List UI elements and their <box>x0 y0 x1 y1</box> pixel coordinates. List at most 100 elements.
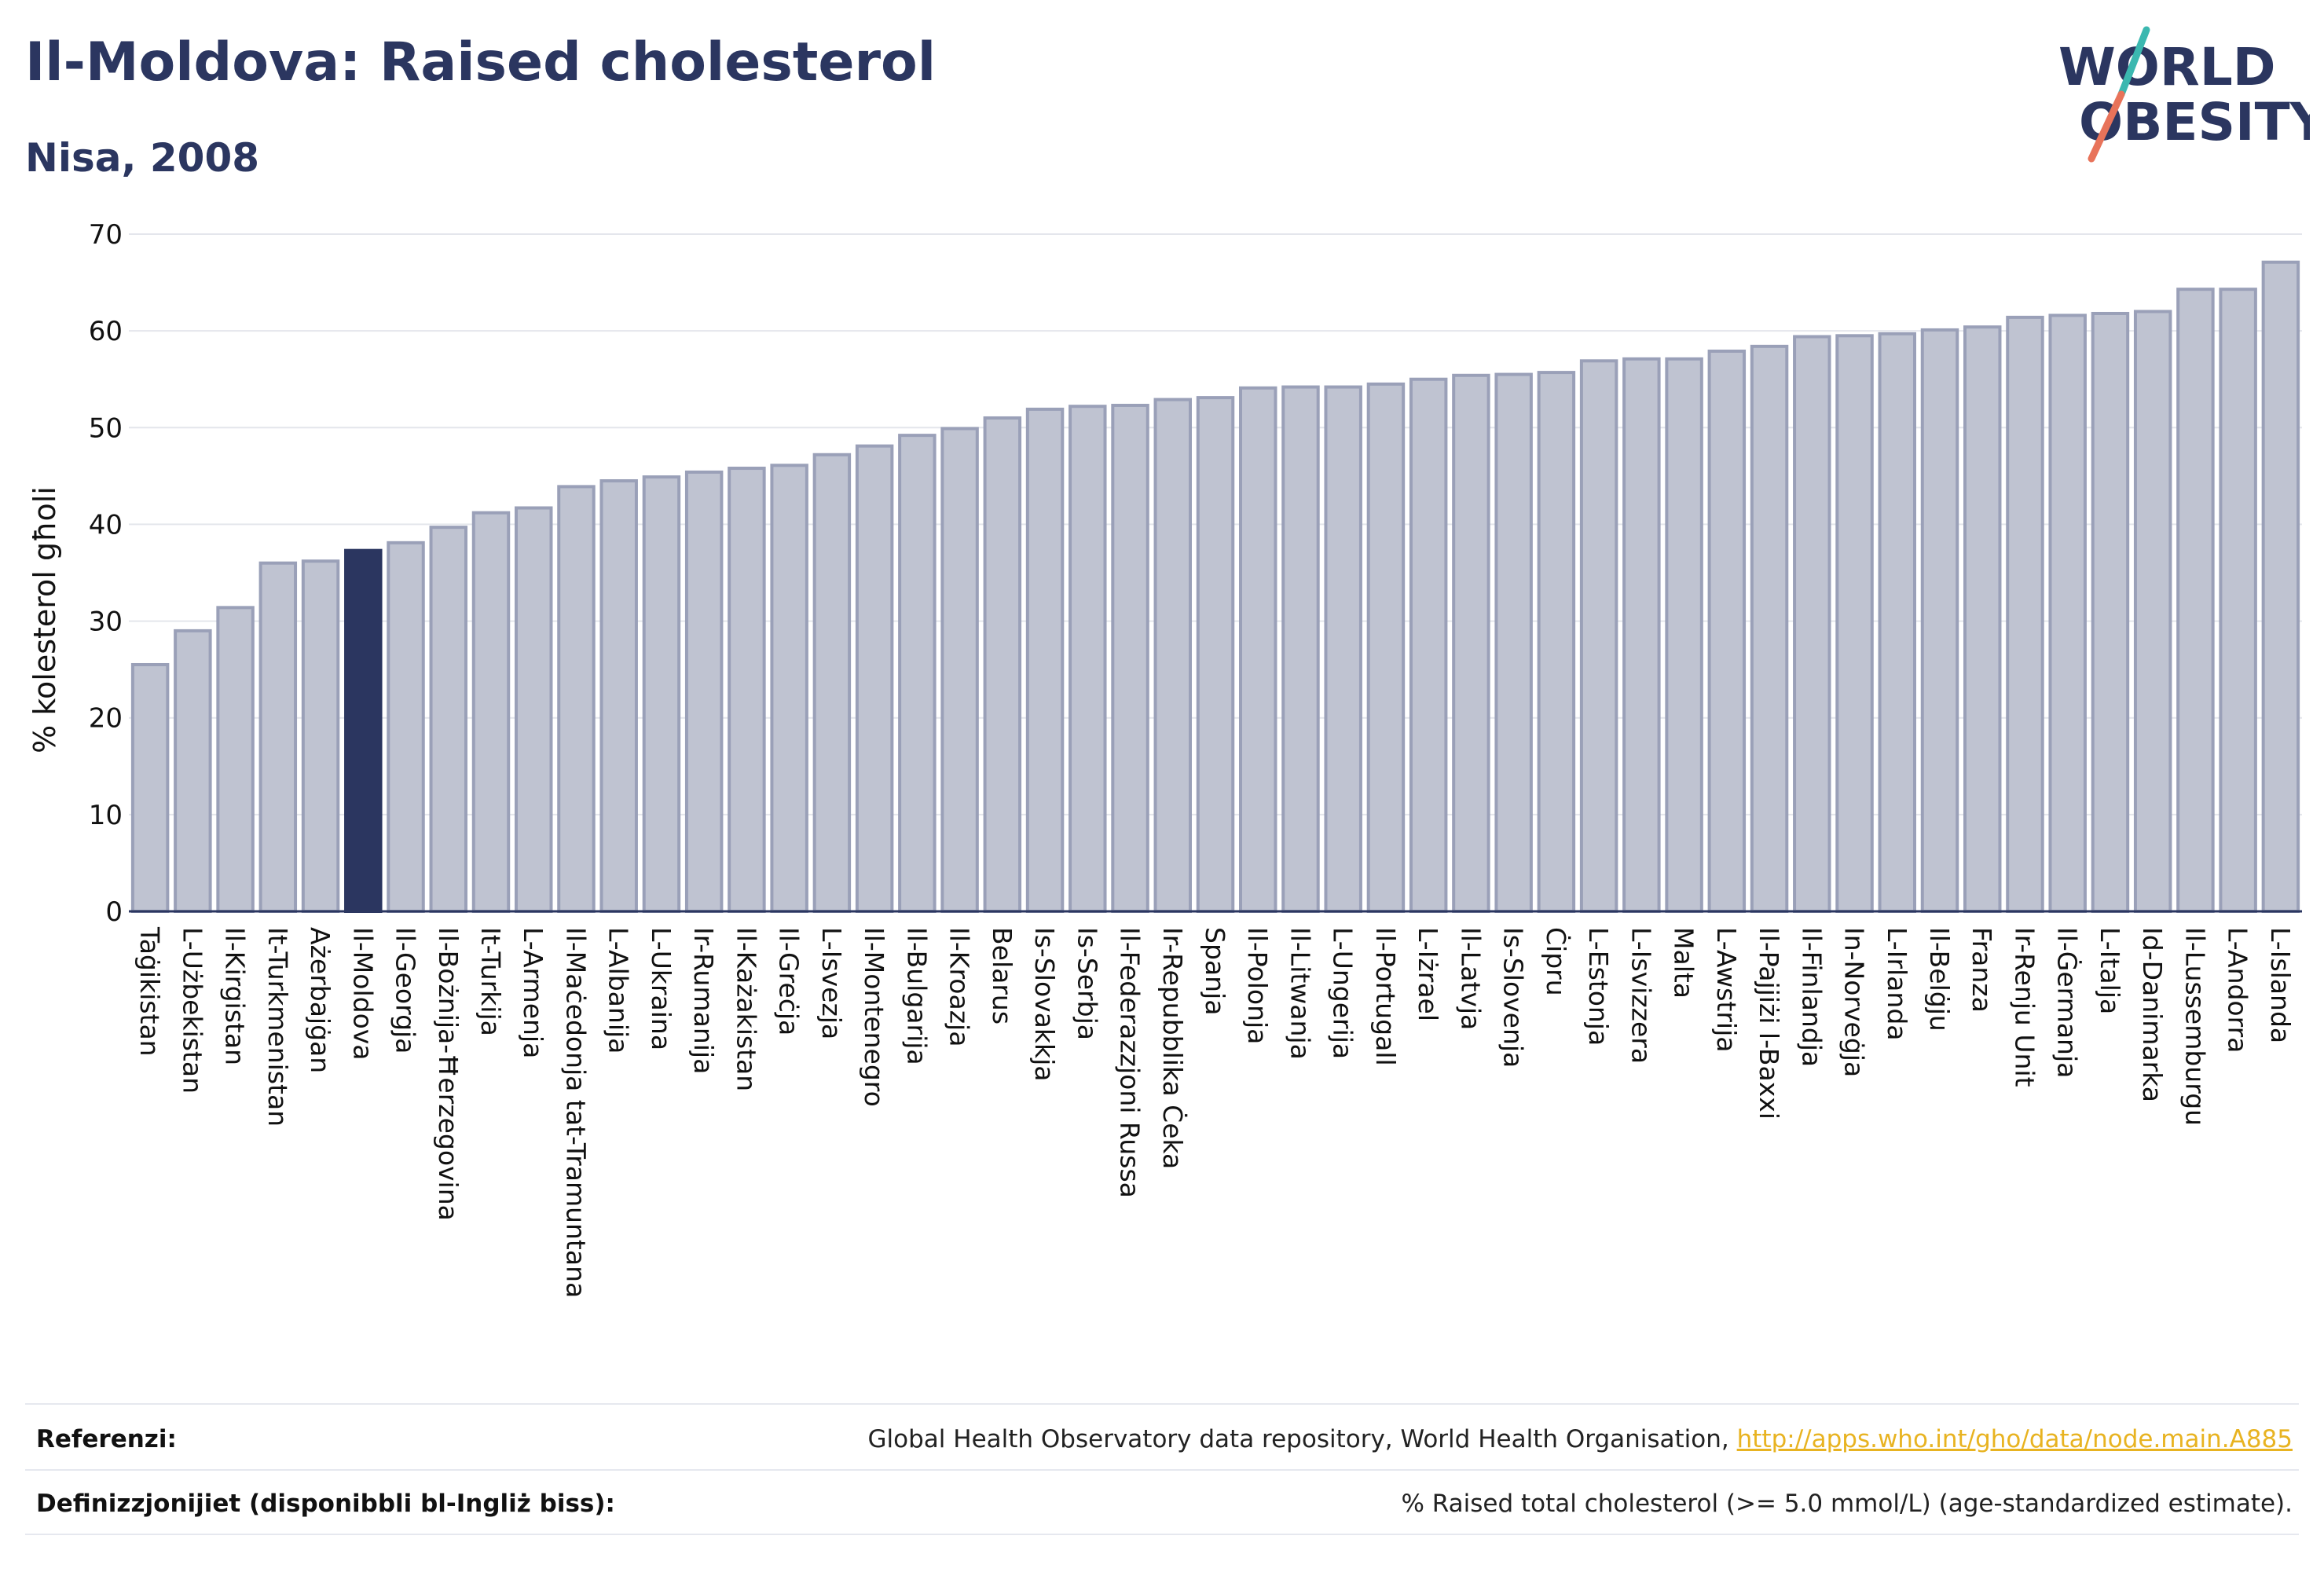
x-tick-label: Ir-Repubblika Ċeka <box>1157 927 1189 1169</box>
x-tick-label: L-Albanija <box>603 927 634 1054</box>
x-tick-label: Ir-Rumanija <box>688 927 719 1074</box>
logo-text-line1: WORLD <box>2058 37 2276 97</box>
bar <box>429 526 468 913</box>
x-tick-label: L-Italja <box>2095 927 2125 1014</box>
bar <box>216 606 255 913</box>
y-tick-labels: 0 10 20 30 40 50 60 70 <box>89 219 123 928</box>
x-tick-label: Il-Greċja <box>774 927 805 1035</box>
bar <box>2091 311 2130 913</box>
x-tick-label: It-Turkija <box>475 927 506 1036</box>
bar <box>1963 325 2002 913</box>
x-tick-label: Spanja <box>1200 927 1230 1015</box>
x-tick-label: Il-Lussemburgu <box>2179 927 2210 1126</box>
x-tick-label: Ażerbajġan <box>305 927 335 1073</box>
page-title: Il-Moldova: Raised cholesterol <box>25 31 937 93</box>
x-tick-label: Il-Ġermanja <box>2052 927 2084 1078</box>
x-tick-label: Il-Kirgistan <box>220 927 251 1065</box>
x-tick-label: Il-Federazzjoni Russa <box>1115 927 1146 1198</box>
x-tick-label: Il-Portugall <box>1370 927 1401 1066</box>
sources-text: Global Health Observatory data repositor… <box>867 1425 1737 1453</box>
bar <box>940 427 979 913</box>
x-tick-label: L-Iżrael <box>1413 927 1443 1021</box>
x-tick-label: Il-Maċedonja tat-Tramuntana <box>560 927 591 1298</box>
bar <box>1494 372 1533 913</box>
bar <box>174 629 212 914</box>
x-tick-label: Il-Litwanja <box>1285 927 1315 1060</box>
x-tick-label: Is-Slovakkja <box>1029 927 1060 1082</box>
sources-link[interactable]: http://apps.who.int/gho/data/node.main.A… <box>1736 1425 2293 1453</box>
bar <box>2176 288 2215 914</box>
bar <box>1622 357 1661 913</box>
page-subtitle: Nisa, 2008 <box>25 135 260 181</box>
y-tick-label: 70 <box>89 219 123 251</box>
bar <box>599 479 638 913</box>
bar-chart: 0 10 20 30 40 50 60 70 Taġikistan L-Użbekistan Il… <box>27 219 2302 1298</box>
bar <box>1878 332 1917 913</box>
x-tick-label: Il-Montenegro <box>859 927 889 1107</box>
x-tick-label: L-Isvizzera <box>1626 927 1656 1064</box>
x-tick-label: L-Armenja <box>518 927 548 1058</box>
bar <box>983 416 1022 913</box>
bar <box>1196 396 1235 913</box>
x-tick-label: It-Turkmenistan <box>262 927 293 1127</box>
x-tick-labels: Taġikistan L-Użbekistan Il-Kirgistan It-Tur… <box>134 926 2296 1298</box>
bar <box>514 506 553 913</box>
x-tick-label: Il-Bożnija-Ħerzegovina <box>433 927 464 1221</box>
x-tick-label: Franza <box>1967 927 1997 1013</box>
x-tick-label: L-Użbekistan <box>177 927 207 1094</box>
bar <box>2219 288 2257 914</box>
x-tick-label: Ċipru <box>1541 927 1572 996</box>
x-tick-label: Id-Danimarka <box>2137 927 2168 1102</box>
bar <box>1238 386 1277 914</box>
x-tick-label: L-Andorra <box>2223 927 2253 1053</box>
x-tick-label: Il-Pajjiżi l-Baxxi <box>1754 927 1784 1120</box>
x-tick-label: Il-Polonja <box>1242 927 1273 1044</box>
sources-value: Global Health Observatory data repositor… <box>868 1425 2293 1453</box>
y-tick-label: 50 <box>89 412 123 444</box>
bar <box>1920 328 1959 913</box>
bar <box>557 485 596 913</box>
x-tick-label: Belarus <box>987 927 1017 1024</box>
bar <box>728 467 766 913</box>
bars <box>130 260 2300 914</box>
world-obesity-logo: WORLD OBESITY <box>2058 26 2310 163</box>
bar <box>1707 350 1747 913</box>
x-tick-label: L-Estonja <box>1583 927 1614 1046</box>
x-tick-label: Ir-Renju Unit <box>2009 927 2040 1087</box>
logo-slash-bottom-icon <box>2088 90 2125 163</box>
footer-divider-middle <box>25 1469 2299 1471</box>
x-tick-label: L-Irlanda <box>1882 927 1912 1041</box>
x-tick-label: Il-Każakistan <box>731 927 761 1091</box>
bar <box>812 453 852 913</box>
x-tick-label: Il-Kroazja <box>944 927 975 1046</box>
bar <box>684 470 724 913</box>
bar <box>2133 310 2172 913</box>
footer-divider-top <box>25 1403 2299 1405</box>
bar <box>344 548 383 913</box>
bar <box>1153 398 1193 913</box>
x-tick-label: Il-Bulgarija <box>901 927 932 1065</box>
x-tick-label: In-Norveġja <box>1839 927 1870 1077</box>
bar <box>2006 315 2044 914</box>
x-tick-label: Il-Moldova <box>347 927 378 1061</box>
bar <box>1025 407 1065 913</box>
bar <box>2048 313 2087 913</box>
footer-divider-bottom <box>25 1534 2299 1535</box>
bar <box>387 541 425 914</box>
y-tick-label: 0 <box>105 896 123 928</box>
bar <box>1750 344 1789 913</box>
bar <box>1111 403 1149 913</box>
bar <box>1579 359 1618 913</box>
bar <box>770 464 808 913</box>
bar <box>855 444 894 913</box>
x-tick-label: Il-Belġju <box>1924 927 1955 1032</box>
bar <box>1665 357 1703 913</box>
bar <box>258 561 298 914</box>
bar <box>2261 260 2300 913</box>
bar <box>130 662 170 913</box>
x-tick-label: Is-Serbja <box>1072 927 1102 1040</box>
x-tick-label: Il-Finlandja <box>1796 927 1827 1067</box>
x-tick-label: L-Ungerija <box>1328 927 1358 1059</box>
bar <box>1281 385 1320 913</box>
bar <box>1835 334 1874 913</box>
